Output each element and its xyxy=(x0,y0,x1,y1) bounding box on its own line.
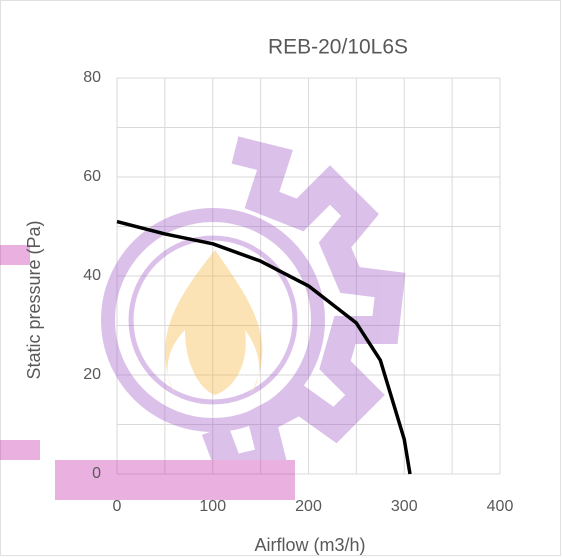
y-tick-label: 80 xyxy=(83,69,101,86)
y-tick-label: 0 xyxy=(92,465,101,482)
chart: REB-20/10L6S Airflow (m3/h) Static press… xyxy=(0,0,563,558)
x-tick-label: 0 xyxy=(113,498,122,515)
x-tick-label: 300 xyxy=(391,498,418,515)
y-axis-label: Static pressure (Pa) xyxy=(24,220,44,379)
watermark-letter xyxy=(0,440,40,460)
y-tick-label: 20 xyxy=(83,366,101,383)
x-axis-label: Airflow (m3/h) xyxy=(254,535,365,555)
y-tick-label: 60 xyxy=(83,168,101,185)
x-tick-label: 100 xyxy=(199,498,226,515)
x-tick-label: 400 xyxy=(487,498,514,515)
y-tick-label: 40 xyxy=(83,267,101,284)
x-tick-label: 200 xyxy=(295,498,322,515)
page: {"chart_data": {"type": "line", "title":… xyxy=(0,0,563,558)
chart-title: REB-20/10L6S xyxy=(268,36,408,59)
watermark-letter xyxy=(55,460,295,500)
